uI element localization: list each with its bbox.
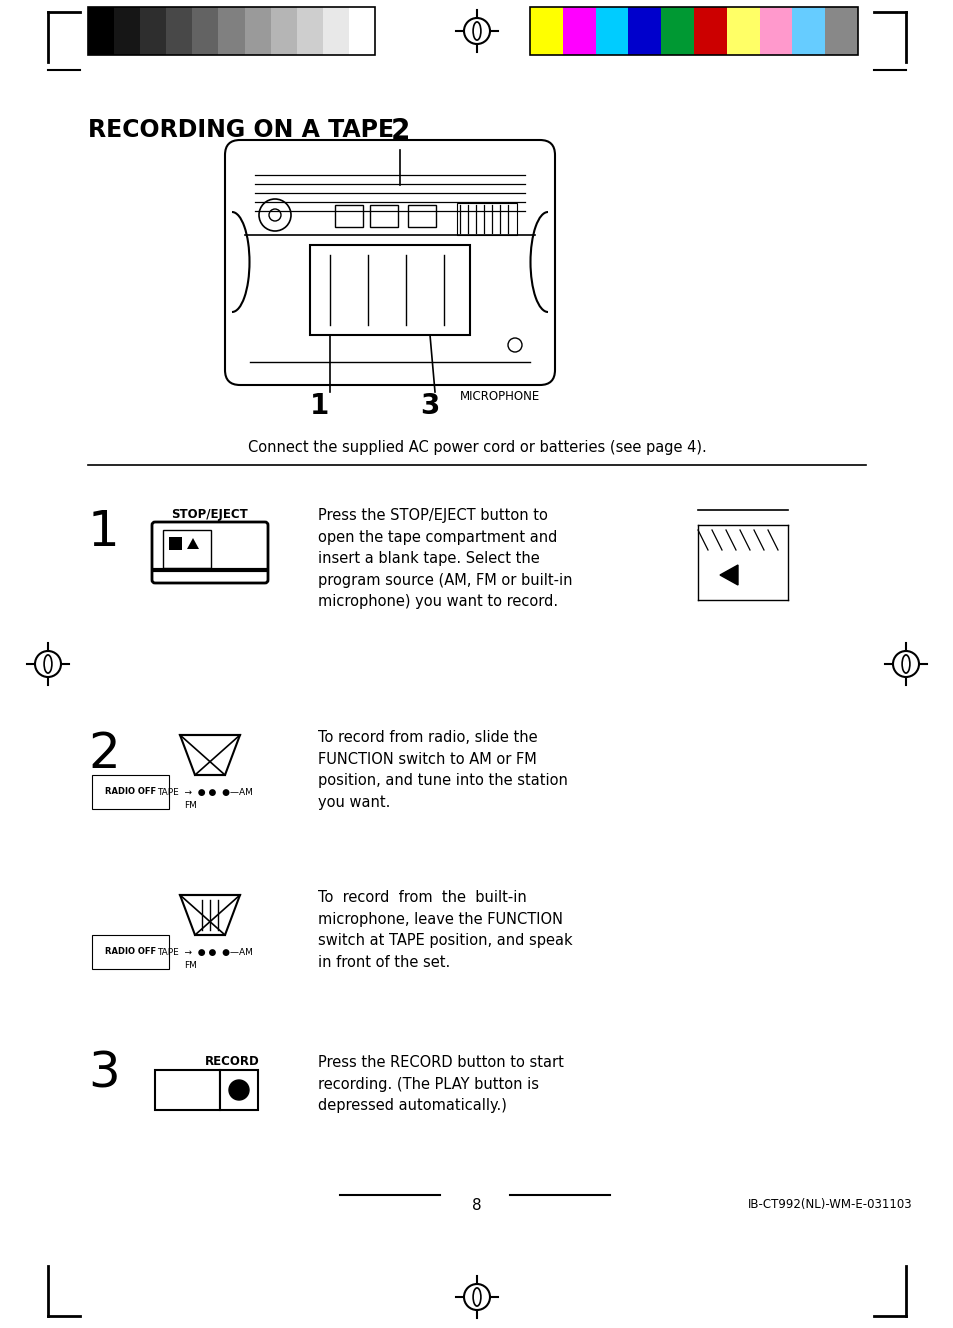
Bar [792,7,824,54]
Text: TAPE  →  ● ●  ●—AM: TAPE → ● ● ●—AM [157,947,253,956]
Text: MICROPHONE: MICROPHONE [459,390,539,404]
Bar [271,7,296,54]
Bar [562,7,595,54]
Text: TAPE  →  ● ●  ●—AM: TAPE → ● ● ●—AM [157,788,253,797]
Bar [154,1070,220,1110]
Text: Connect the supplied AC power cord or batteries (see page 4).: Connect the supplied AC power cord or ba… [248,440,705,456]
Text: RADIO OFF: RADIO OFF [105,788,156,797]
Text: FM: FM [184,802,196,810]
Text: 1: 1 [310,392,330,420]
Bar [759,7,792,54]
FancyBboxPatch shape [225,139,555,385]
Bar [163,530,211,568]
Text: To  record  from  the  built-in
microphone, leave the FUNCTION
switch at TAPE po: To record from the built-in microphone, … [317,890,572,969]
Bar [244,7,271,54]
Text: RADIO OFF: RADIO OFF [105,947,156,956]
FancyBboxPatch shape [152,522,268,583]
Text: 8: 8 [472,1198,481,1212]
Text: RECORD: RECORD [205,1054,260,1068]
Bar [530,7,562,54]
Text: STOP/EJECT: STOP/EJECT [172,509,248,521]
Text: 3: 3 [420,392,439,420]
Text: 1: 1 [88,509,120,556]
Circle shape [229,1080,249,1100]
Polygon shape [720,564,738,586]
Bar [595,7,628,54]
Bar [530,7,857,54]
Polygon shape [187,538,199,548]
Bar [660,7,693,54]
Bar [88,7,375,54]
Bar [456,203,517,235]
Bar [166,7,193,54]
Bar [824,7,857,54]
Bar [335,205,363,227]
Circle shape [258,199,291,231]
Bar [628,7,660,54]
Bar [296,7,322,54]
Text: FM: FM [184,961,196,971]
Bar [310,244,470,335]
Bar [726,7,759,54]
Polygon shape [180,734,240,776]
Bar [220,1070,257,1110]
Bar [140,7,166,54]
Text: RECORDING ON A TAPE: RECORDING ON A TAPE [88,118,394,142]
Bar [349,7,375,54]
Text: To record from radio, slide the
FUNCTION switch to AM or FM
position, and tune i: To record from radio, slide the FUNCTION… [317,730,567,810]
Bar [408,205,436,227]
Bar [114,7,140,54]
Text: Press the STOP/EJECT button to
open the tape compartment and
insert a blank tape: Press the STOP/EJECT button to open the … [317,509,572,610]
Text: 2: 2 [390,117,409,145]
Polygon shape [180,895,240,935]
Text: IB-CT992(NL)-WM-E-031103: IB-CT992(NL)-WM-E-031103 [747,1198,911,1211]
Bar [169,537,182,550]
Text: Press the RECORD button to start
recording. (The PLAY button is
depressed automa: Press the RECORD button to start recordi… [317,1054,563,1113]
Bar [370,205,397,227]
Text: 2: 2 [88,730,120,778]
Text: 3: 3 [88,1050,120,1098]
Bar [322,7,349,54]
Bar [218,7,244,54]
Bar [693,7,726,54]
Circle shape [269,208,281,220]
Circle shape [507,339,521,352]
Bar [88,7,114,54]
Bar [193,7,218,54]
